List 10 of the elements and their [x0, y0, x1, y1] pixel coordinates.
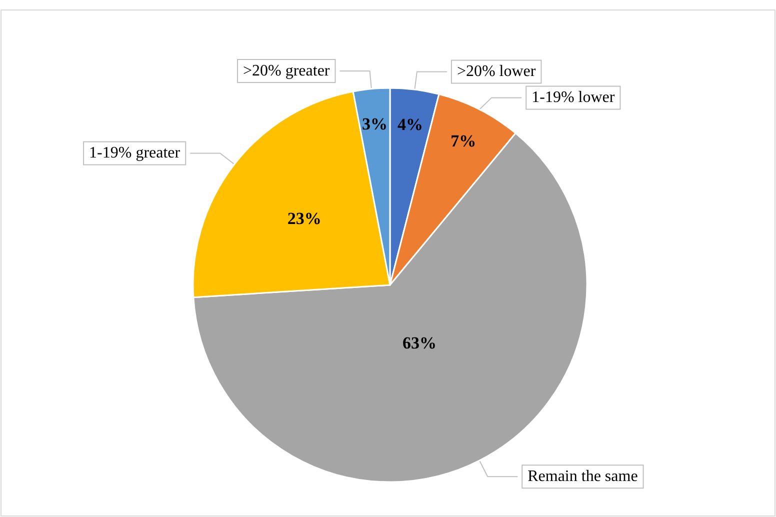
data-label: 23%: [287, 209, 322, 228]
slice-label: 1-19% greater: [89, 144, 181, 162]
data-label: 7%: [450, 132, 476, 151]
slice-label: >20% greater: [243, 62, 330, 80]
slice-label: Remain the same: [528, 468, 638, 486]
data-label: 4%: [397, 115, 423, 134]
slice-label: >20% lower: [456, 63, 536, 80]
data-label: 3%: [362, 114, 388, 134]
slice-label: 1-19% lower: [532, 89, 616, 106]
data-label: 63%: [402, 333, 437, 352]
